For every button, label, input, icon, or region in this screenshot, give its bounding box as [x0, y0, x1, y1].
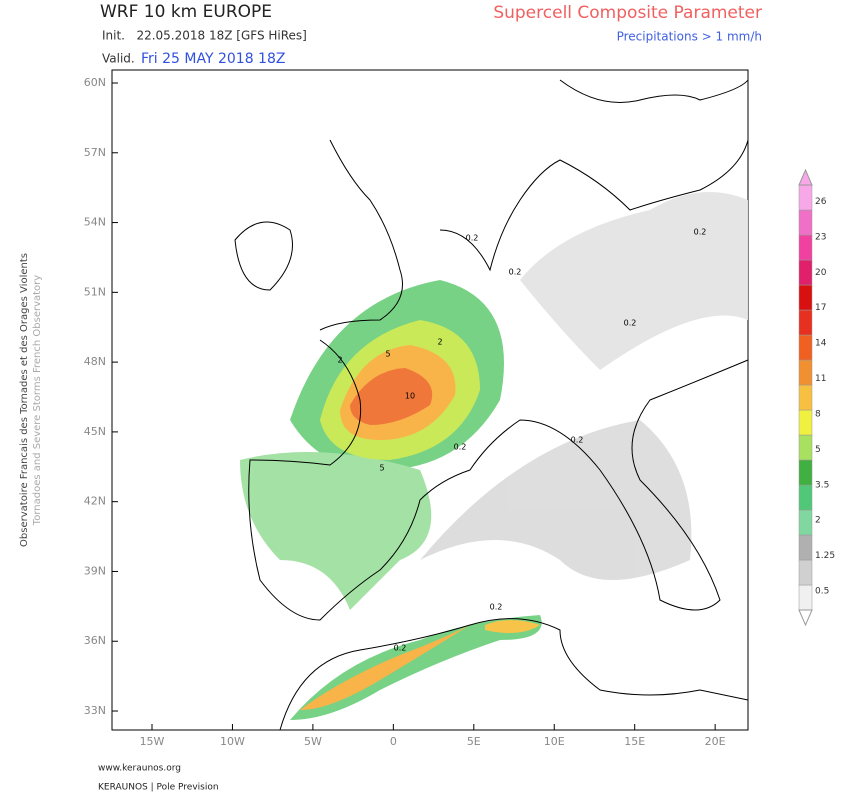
- map: [111, 69, 749, 731]
- colorbar-top: [798, 168, 813, 186]
- lat-label: 33N: [84, 704, 106, 717]
- title: WRF 10 km EUROPE: [100, 2, 272, 22]
- contour-label: 0.2: [394, 644, 407, 653]
- lat-label: 48N: [84, 355, 106, 368]
- coast: [248, 339, 749, 621]
- coast: [279, 618, 749, 731]
- lat-label: 57N: [84, 146, 106, 159]
- colorbar-bin: [798, 509, 813, 536]
- lon-label: 0: [390, 735, 397, 748]
- colorbar-label: 11: [815, 374, 826, 384]
- shade: [420, 420, 692, 580]
- lon-label: 15E: [624, 735, 645, 748]
- lat-label: 36N: [84, 634, 106, 647]
- side-line2: Tornadoes and Severe Storms French Obser…: [32, 275, 43, 526]
- lon-label: 5W: [304, 735, 322, 748]
- shading: [240, 192, 748, 720]
- valid-time: Fri 25 MAY 2018 18Z: [141, 51, 285, 67]
- coastlines: [234, 79, 749, 731]
- coast: [234, 221, 293, 291]
- colorbar-label: 23: [815, 232, 826, 242]
- colorbar-bin: [798, 534, 813, 561]
- lon-label: 10E: [544, 735, 565, 748]
- lat-label: 54N: [84, 216, 106, 229]
- valid-label: Valid.: [102, 52, 135, 66]
- parameter: Supercell Composite Parameter: [493, 3, 762, 23]
- footer-brand: KERAUNOS | Pole Prevision: [98, 783, 219, 793]
- lon-label: 15W: [140, 735, 165, 748]
- colorbar-bin: [798, 209, 813, 236]
- contour-label: 10: [405, 392, 415, 401]
- colorbar-bin: [798, 309, 813, 336]
- colorbar-bin: [798, 184, 813, 211]
- contour-label: 0.2: [509, 268, 522, 277]
- contour-label: 0.2: [454, 443, 467, 452]
- shade: [300, 625, 470, 710]
- colorbar-bin: [798, 484, 813, 511]
- colorbar-label: 14: [815, 339, 827, 349]
- colorbar-bin: [798, 259, 813, 286]
- lat-label: 45N: [84, 425, 106, 438]
- colorbar-label: 2: [815, 516, 821, 526]
- lon-label: 10W: [220, 735, 245, 748]
- colorbar-bin: [798, 234, 813, 261]
- colorbar-bin: [798, 384, 813, 411]
- colorbar-label: 17: [815, 303, 826, 313]
- shade: [350, 368, 433, 425]
- colorbar-bin: [798, 459, 813, 486]
- side-line1: Observatoire Francais des Tornades et de…: [19, 253, 30, 547]
- colorbar-bin: [798, 409, 813, 436]
- contour-label: 2: [337, 356, 342, 365]
- colorbar-bin: [798, 584, 813, 611]
- colorbar-bin: [798, 334, 813, 361]
- lat-label: 60N: [84, 76, 106, 89]
- colorbar-bin: [798, 284, 813, 311]
- shade: [240, 452, 432, 610]
- colorbar-bin: [798, 559, 813, 586]
- colorbar-bin: [798, 434, 813, 461]
- footer-site: www.keraunos.org: [98, 764, 181, 774]
- colorbar-label: 0.5: [815, 587, 829, 597]
- lon-label: 5E: [467, 735, 481, 748]
- contour-label: 0.2: [571, 436, 584, 445]
- contour-label: 0.2: [694, 228, 707, 237]
- lat-label: 42N: [84, 495, 106, 508]
- colorbar-label: 5: [815, 445, 821, 455]
- shade: [485, 620, 540, 634]
- contour-label: 5: [379, 464, 384, 473]
- lon-label: 20E: [705, 735, 726, 748]
- coast: [319, 139, 403, 331]
- colorbar-label: 8: [815, 409, 821, 419]
- precip-note: Precipitations > 1 mm/h: [617, 30, 762, 44]
- lat-label: 51N: [84, 285, 106, 298]
- coast: [439, 139, 749, 272]
- shade: [520, 192, 748, 370]
- colorbar-label: 1.25: [815, 551, 835, 561]
- contour-label: 0.2: [490, 603, 503, 612]
- lat-label: 39N: [84, 564, 106, 577]
- colorbar-label: 26: [815, 197, 827, 207]
- contour-label: 5: [385, 350, 390, 359]
- coast: [559, 79, 749, 103]
- colorbar-bin: [798, 359, 813, 386]
- colorbar-label: 3.5: [815, 480, 829, 490]
- contour-label: 2: [437, 338, 442, 347]
- colorbar-bottom: [798, 609, 813, 627]
- colorbar-label: 20: [815, 268, 827, 278]
- contour-label: 0.2: [466, 234, 479, 243]
- init: Init. 22.05.2018 18Z [GFS HiRes]: [102, 29, 307, 43]
- contour-label: 0.2: [624, 319, 637, 328]
